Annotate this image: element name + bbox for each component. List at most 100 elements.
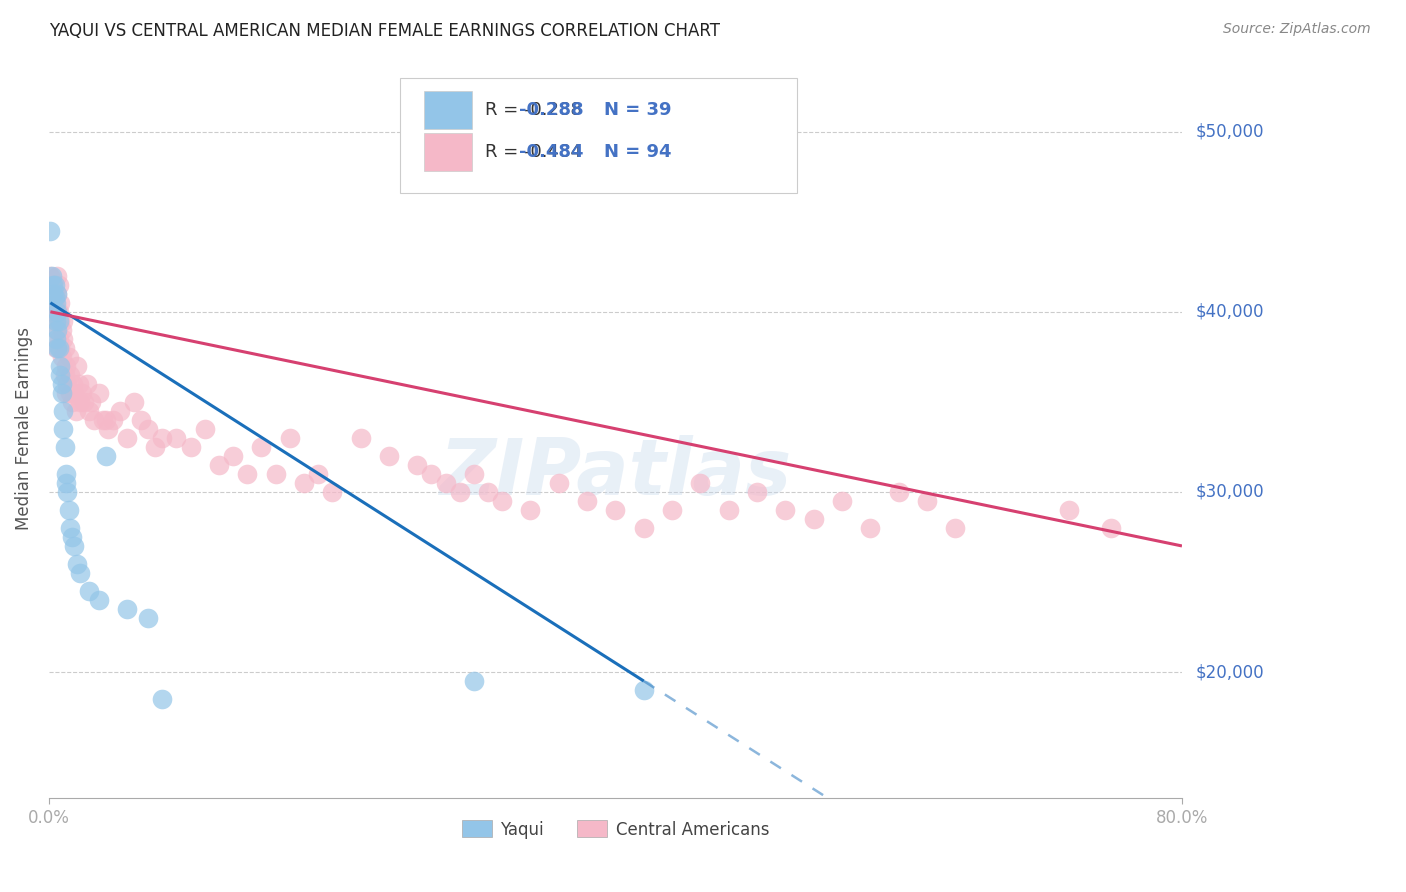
Point (661, 503, 683, 517)
Point (136, 422, 159, 436)
Point (49, 295, 72, 310)
Point (45, 323, 67, 337)
Point (108, 404, 131, 418)
Point (76, 376, 98, 391)
Text: Source: ZipAtlas.com: Source: ZipAtlas.com (1223, 22, 1371, 37)
Point (77, 584, 100, 599)
Point (48, 277, 70, 292)
Point (717, 503, 740, 517)
Text: -0.288: -0.288 (519, 101, 583, 119)
Point (831, 494, 853, 508)
Point (45, 314, 67, 328)
Point (42, 286, 65, 301)
Point (122, 395, 145, 409)
Point (378, 449, 401, 463)
Point (51, 323, 73, 337)
Point (449, 484, 471, 499)
Point (66, 557, 89, 571)
Point (321, 484, 343, 499)
Point (52, 332, 75, 346)
Text: R = -0.288: R = -0.288 (485, 101, 582, 119)
Point (115, 602, 138, 616)
Point (803, 512, 825, 526)
Point (463, 467, 485, 481)
Point (42, 286, 65, 301)
Point (94, 449, 117, 463)
Point (307, 467, 329, 481)
Point (58, 350, 80, 364)
Point (547, 475, 569, 490)
Point (69, 395, 91, 409)
Point (463, 674, 485, 689)
Point (44, 277, 66, 292)
Point (69, 566, 91, 580)
Point (41, 295, 63, 310)
Point (56, 376, 79, 391)
Point (46, 305, 69, 319)
Point (278, 431, 301, 445)
Text: ZIPatlas: ZIPatlas (439, 435, 792, 511)
Point (101, 413, 124, 427)
Point (250, 440, 273, 454)
Point (42, 305, 65, 319)
Point (60, 530, 83, 544)
Point (39, 224, 62, 238)
Y-axis label: Median Female Earnings: Median Female Earnings (15, 327, 32, 531)
Point (83, 413, 105, 427)
Point (65, 404, 87, 418)
Point (51, 376, 73, 391)
Point (63, 385, 86, 400)
Text: $30,000: $30,000 (1197, 483, 1264, 501)
Point (150, 431, 173, 445)
Text: N = 94: N = 94 (605, 143, 672, 161)
Point (55, 467, 77, 481)
Point (45, 332, 67, 346)
Point (52, 404, 75, 418)
Point (62, 376, 84, 391)
Point (420, 467, 443, 481)
Point (150, 692, 173, 706)
Point (915, 494, 938, 508)
Point (87, 385, 110, 400)
Point (51, 385, 73, 400)
Point (46, 286, 69, 301)
Point (44, 295, 66, 310)
Point (80, 395, 103, 409)
Text: $20,000: $20,000 (1197, 663, 1264, 681)
Point (45, 295, 67, 310)
Point (46, 268, 69, 283)
Point (48, 314, 70, 328)
Point (39, 268, 62, 283)
Point (63, 539, 86, 553)
Point (180, 440, 202, 454)
Point (208, 458, 231, 472)
Point (49, 359, 72, 373)
Point (519, 503, 541, 517)
FancyBboxPatch shape (425, 91, 471, 129)
Point (67, 376, 90, 391)
Point (576, 494, 599, 508)
Point (236, 467, 259, 481)
Point (633, 683, 655, 698)
Point (859, 521, 882, 535)
Point (633, 521, 655, 535)
Point (143, 440, 166, 454)
Text: $40,000: $40,000 (1197, 302, 1264, 321)
Point (59, 368, 82, 382)
Point (49, 341, 72, 355)
Point (42, 277, 65, 292)
Point (56, 484, 79, 499)
Text: -0.484: -0.484 (519, 143, 583, 161)
FancyBboxPatch shape (425, 133, 471, 171)
Point (1057, 503, 1080, 517)
Point (46, 341, 69, 355)
Point (46, 286, 69, 301)
Text: $50,000: $50,000 (1197, 123, 1264, 141)
Legend: Yaqui, Central Americans: Yaqui, Central Americans (456, 814, 776, 846)
Point (55, 385, 77, 400)
Point (87, 593, 110, 607)
Point (264, 467, 287, 481)
Point (45, 341, 67, 355)
Point (292, 475, 315, 490)
Point (58, 503, 80, 517)
